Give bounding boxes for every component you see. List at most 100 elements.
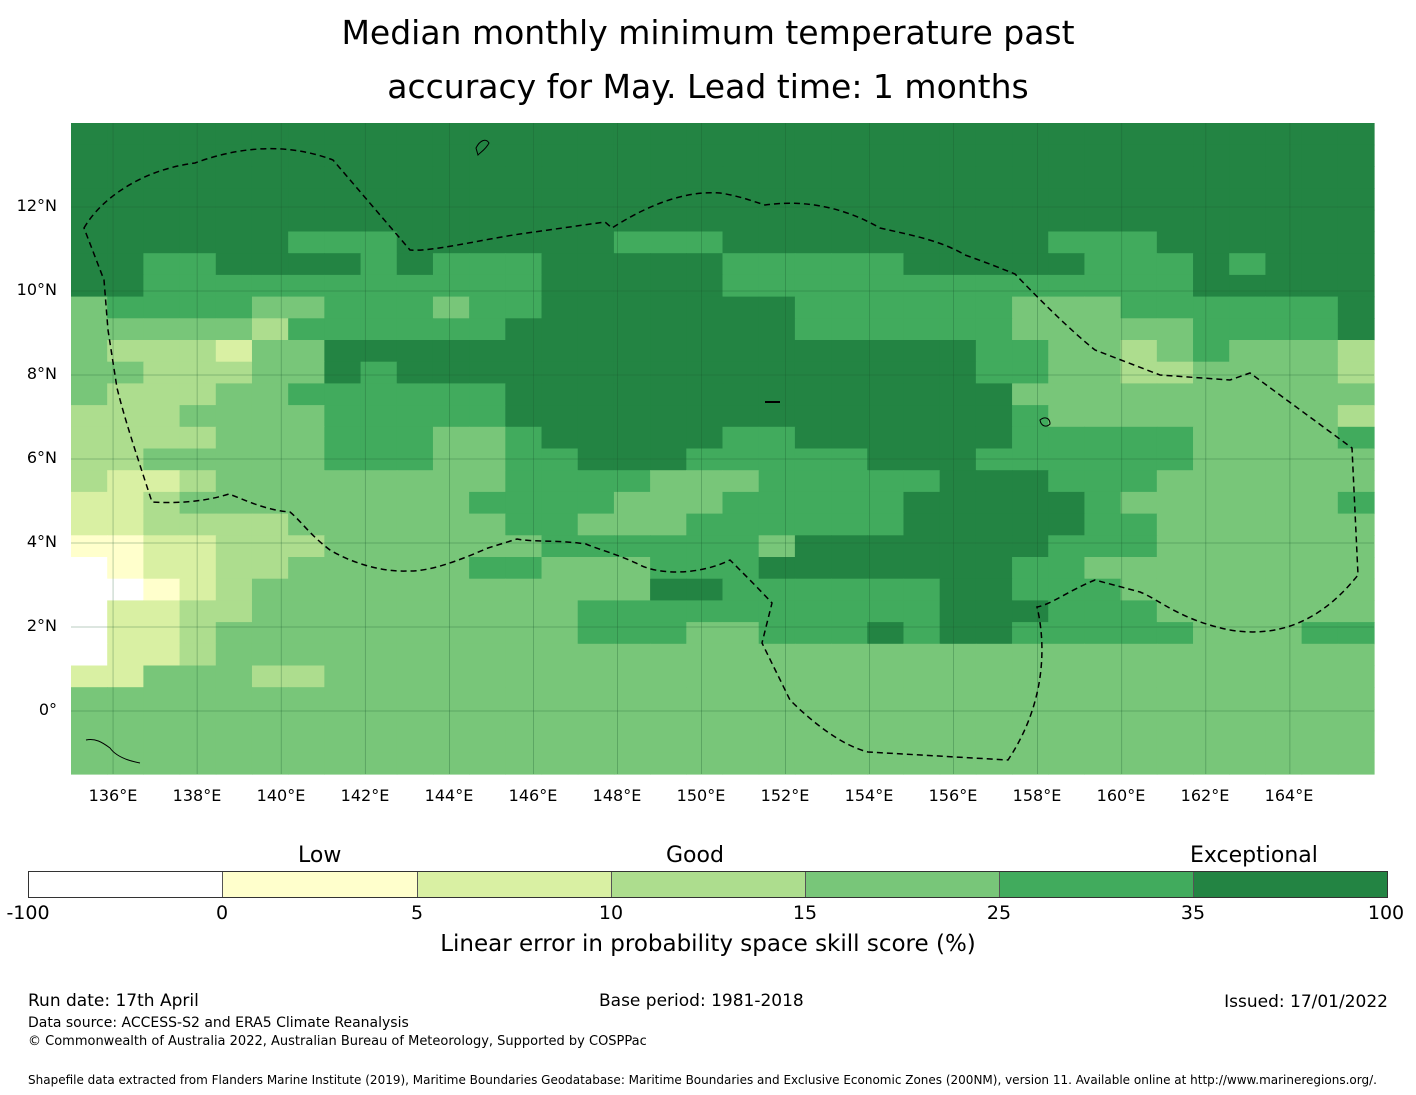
map-cell <box>650 708 687 732</box>
map-cell <box>1265 513 1303 536</box>
map-cell <box>939 361 977 384</box>
map-cell <box>396 513 434 536</box>
map-cell <box>288 513 325 536</box>
map-cell <box>324 687 362 710</box>
map-cell <box>867 361 905 384</box>
map-cell <box>722 557 760 580</box>
map-cell <box>288 557 325 580</box>
map-cell <box>650 144 687 167</box>
map-cell <box>939 708 977 732</box>
map-cell <box>324 318 362 341</box>
map-cell <box>577 622 615 645</box>
map-cell <box>1265 622 1303 645</box>
map-cell <box>469 687 506 710</box>
map-cell <box>975 144 1013 167</box>
map-cell <box>903 123 941 146</box>
map-cell <box>1193 687 1230 710</box>
map-cell <box>107 752 144 775</box>
map-cell <box>794 231 832 254</box>
map-cell <box>251 622 289 645</box>
map-cell <box>794 253 832 276</box>
map-cell <box>686 296 724 319</box>
map-cell <box>1301 253 1339 276</box>
map-cell <box>288 253 325 276</box>
map-cell <box>505 578 543 601</box>
map-cell <box>722 643 760 667</box>
map-cell <box>758 318 796 341</box>
map-cell <box>324 383 362 406</box>
map-cell <box>794 274 832 298</box>
map-cell <box>1193 361 1230 384</box>
map-cell <box>71 209 108 233</box>
map-cell <box>143 708 181 732</box>
map-cell <box>541 448 579 471</box>
map-cell <box>71 144 108 167</box>
map-cell <box>903 383 941 406</box>
map-cell <box>215 274 253 298</box>
map-cell <box>1337 318 1375 341</box>
map-cell <box>432 361 470 384</box>
map-cell <box>722 470 760 493</box>
map-cell <box>1048 687 1086 710</box>
lon-label-156e: 156°E <box>928 786 978 805</box>
map-cell <box>758 600 796 623</box>
map-cell <box>324 578 362 601</box>
map-cell <box>1229 188 1267 211</box>
map-cell <box>107 188 144 211</box>
map-cell <box>650 383 687 406</box>
map-cell <box>831 340 868 363</box>
map-cell <box>794 426 832 450</box>
map-cell <box>1120 209 1158 233</box>
map-cell <box>469 188 506 211</box>
map-cell <box>469 296 506 319</box>
map-cell <box>577 600 615 623</box>
map-cell <box>975 470 1013 493</box>
map-cell <box>686 209 724 233</box>
map-cell <box>360 557 398 580</box>
map-cell <box>1084 535 1122 558</box>
map-cell <box>1193 752 1230 775</box>
map-cell <box>758 470 796 493</box>
map-cell <box>722 188 760 211</box>
map-cell <box>1084 405 1122 428</box>
map-cell <box>1337 231 1375 254</box>
map-cell <box>469 491 506 515</box>
map-cell <box>179 622 217 645</box>
map-cell <box>613 730 651 753</box>
map-cell <box>758 535 796 558</box>
map-cell <box>1193 708 1230 732</box>
map-cell <box>143 622 181 645</box>
map-cell <box>541 274 579 298</box>
map-cell <box>867 274 905 298</box>
map-cell <box>469 622 506 645</box>
map-cell <box>251 708 289 732</box>
map-cell <box>686 383 724 406</box>
map-cell <box>1012 231 1049 254</box>
map-cell <box>758 665 796 688</box>
map-cell <box>1301 426 1339 450</box>
map-cell <box>71 535 108 558</box>
map-cell <box>1337 188 1375 211</box>
map-cell <box>541 188 579 211</box>
colorbar-segment-3 <box>417 871 611 898</box>
map-cell <box>432 491 470 515</box>
colorbar-segment-5 <box>805 871 999 898</box>
map-cell <box>686 340 724 363</box>
map-cell <box>179 123 217 146</box>
map-cell <box>1265 253 1303 276</box>
map-cell <box>107 166 144 189</box>
map-cell <box>1193 296 1230 319</box>
map-cell <box>469 730 506 753</box>
map-cell <box>577 752 615 775</box>
map-cell <box>650 426 687 450</box>
map-cell <box>867 535 905 558</box>
map-cell <box>505 470 543 493</box>
map-cell <box>613 665 651 688</box>
map-cell <box>1229 491 1267 515</box>
map-cell <box>1156 491 1194 515</box>
map-cell <box>71 687 108 710</box>
map-cell <box>1265 687 1303 710</box>
map-cell <box>143 253 181 276</box>
map-cell <box>1120 622 1158 645</box>
map-cell <box>179 557 217 580</box>
